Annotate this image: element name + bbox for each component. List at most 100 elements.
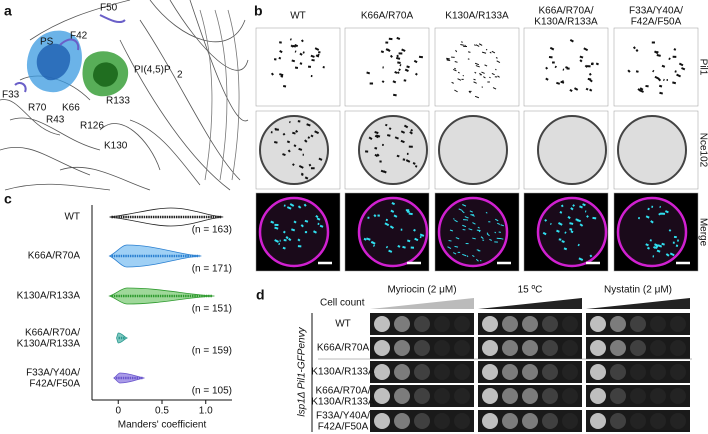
cell-outline: [259, 115, 329, 185]
spot: [303, 203, 307, 207]
colony-spot: [542, 413, 558, 429]
colony-spot: [414, 413, 430, 429]
spot: [455, 237, 460, 240]
spot: [318, 157, 323, 161]
spot: [308, 163, 312, 167]
spot: [380, 50, 384, 54]
spot: [398, 68, 401, 72]
x-tick-label: 0.5: [155, 406, 169, 417]
spot: [478, 43, 483, 46]
colony-spot: [650, 316, 666, 332]
spot: [460, 43, 464, 46]
category-label: K66A/R70A: [28, 251, 81, 262]
spot: [372, 244, 375, 247]
spot: [583, 47, 589, 52]
colony-spot: [610, 316, 626, 332]
x-axis-title: Manders' coefficient: [118, 420, 207, 431]
colony-spot: [374, 340, 390, 356]
colony-spot: [374, 388, 390, 404]
spot: [477, 226, 480, 229]
colony-spot: [502, 340, 518, 356]
spot: [561, 240, 565, 244]
spot: [452, 252, 457, 255]
spot: [315, 214, 319, 218]
cell-outline: [438, 115, 508, 185]
spot: [451, 81, 454, 84]
spot: [446, 57, 450, 60]
spot: [389, 225, 394, 229]
spot: [414, 72, 418, 76]
spot: [654, 75, 660, 80]
residue-label: K130: [104, 141, 128, 152]
spot: [657, 244, 663, 248]
colony-spot: [562, 340, 578, 356]
spot: [452, 68, 457, 72]
plate-image: [370, 361, 474, 383]
spot: [491, 72, 495, 76]
colony-spot: [434, 340, 450, 356]
spot: [635, 70, 639, 73]
spot: [475, 258, 479, 262]
spot: [363, 237, 367, 241]
spot: [499, 237, 504, 240]
spot: [632, 46, 636, 50]
spot: [589, 254, 593, 258]
spot: [673, 48, 677, 51]
plate-image: [370, 410, 474, 432]
colony-spot: [630, 388, 646, 404]
spot: [584, 64, 588, 68]
colony-spot: [522, 388, 538, 404]
category-label: K130A/R133A: [17, 291, 81, 302]
spot: [576, 219, 581, 223]
plate-image: [586, 337, 690, 359]
spot: [385, 245, 389, 249]
cell-outline: [537, 115, 607, 185]
spot: [658, 212, 661, 216]
spot: [556, 81, 561, 85]
spot: [405, 159, 411, 163]
spot: [446, 58, 451, 62]
spot: [639, 87, 644, 91]
spot: [389, 54, 393, 58]
colony-spot: [670, 388, 686, 404]
spot: [672, 81, 677, 85]
panel-label: d: [256, 287, 265, 303]
spot: [489, 238, 493, 241]
spot: [635, 49, 639, 53]
spot: [390, 209, 395, 213]
spot: [464, 216, 469, 219]
spot: [473, 78, 476, 81]
spot: [307, 136, 311, 139]
colony-spot: [670, 364, 686, 380]
n-label: (n = 151): [192, 304, 232, 315]
colony-spot: [374, 413, 390, 429]
colony-spot: [522, 413, 538, 429]
spot: [298, 164, 304, 169]
colony-spot: [542, 340, 558, 356]
colony-spot: [482, 364, 498, 380]
spot: [300, 172, 304, 176]
spot: [310, 54, 315, 58]
panel-label: b: [254, 3, 263, 19]
spot: [479, 72, 481, 75]
colony-spot: [630, 364, 646, 380]
spot: [298, 147, 303, 151]
colony-spot: [670, 316, 686, 332]
plate-image: [586, 313, 690, 335]
plate-image: [586, 410, 690, 432]
y-axis-title: lsp1Δ Pil1-GFPenvy: [297, 326, 308, 416]
spot: [481, 51, 487, 54]
spot: [595, 62, 599, 66]
spot: [652, 69, 655, 73]
spot: [489, 51, 492, 54]
dilution-wedge: [478, 298, 582, 309]
spot: [279, 73, 284, 77]
colony-spot: [610, 340, 626, 356]
spot: [406, 239, 411, 243]
colony-spot: [394, 340, 410, 356]
colony-spot: [414, 340, 430, 356]
spot: [569, 39, 574, 43]
spot: [495, 57, 498, 59]
residue-label: R133: [106, 96, 130, 107]
colony-spot: [394, 364, 410, 380]
